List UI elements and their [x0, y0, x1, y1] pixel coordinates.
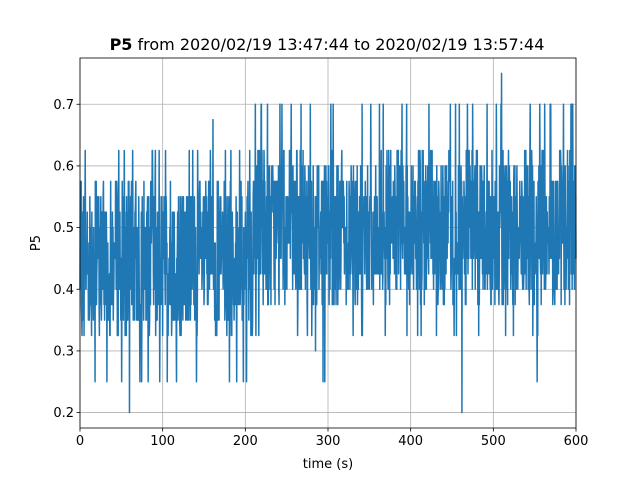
y-tick-label: 0.5 — [53, 221, 74, 236]
x-tick-label: 400 — [398, 434, 423, 449]
x-tick-label: 100 — [150, 434, 175, 449]
x-tick-label: 0 — [76, 434, 84, 449]
x-tick-label: 500 — [481, 434, 506, 449]
y-axis-label: P5 — [29, 235, 44, 251]
x-tick-label: 200 — [233, 434, 258, 449]
y-tick-label: 0.3 — [53, 344, 74, 359]
y-tick-label: 0.6 — [53, 159, 74, 174]
chart-title: P5 from 2020/02/19 13:47:44 to 2020/02/1… — [110, 35, 545, 54]
y-tick-label: 0.7 — [53, 98, 74, 113]
x-tick-label: 300 — [316, 434, 341, 449]
chart-title-bold: P5 — [110, 35, 133, 54]
x-axis-label: time (s) — [303, 457, 353, 472]
chart-title-rest: from 2020/02/19 13:47:44 to 2020/02/19 1… — [132, 35, 544, 54]
y-tick-label: 0.4 — [53, 283, 74, 298]
axis-ticks: 0 100 200 300 400 500 600 0.2 0.3 0.4 0.5 0.6 0.7 — [53, 98, 588, 449]
data-series — [79, 72, 577, 414]
series-line-0 — [79, 72, 577, 414]
x-tick-label: 600 — [564, 434, 589, 449]
y-tick-label: 0.2 — [53, 406, 74, 421]
